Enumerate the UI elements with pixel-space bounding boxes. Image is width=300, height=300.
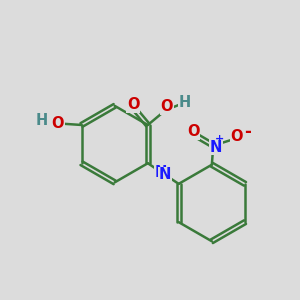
Text: O: O [52, 116, 64, 131]
Text: O: O [187, 124, 200, 139]
Text: H: H [36, 113, 48, 128]
Text: N: N [159, 167, 171, 182]
Text: H: H [179, 95, 191, 110]
Text: +: + [215, 134, 224, 144]
Text: N: N [155, 165, 167, 180]
Text: O: O [161, 99, 173, 114]
Text: N: N [210, 140, 222, 154]
Text: O: O [231, 129, 243, 144]
Text: O: O [127, 97, 139, 112]
Text: -: - [244, 123, 250, 141]
